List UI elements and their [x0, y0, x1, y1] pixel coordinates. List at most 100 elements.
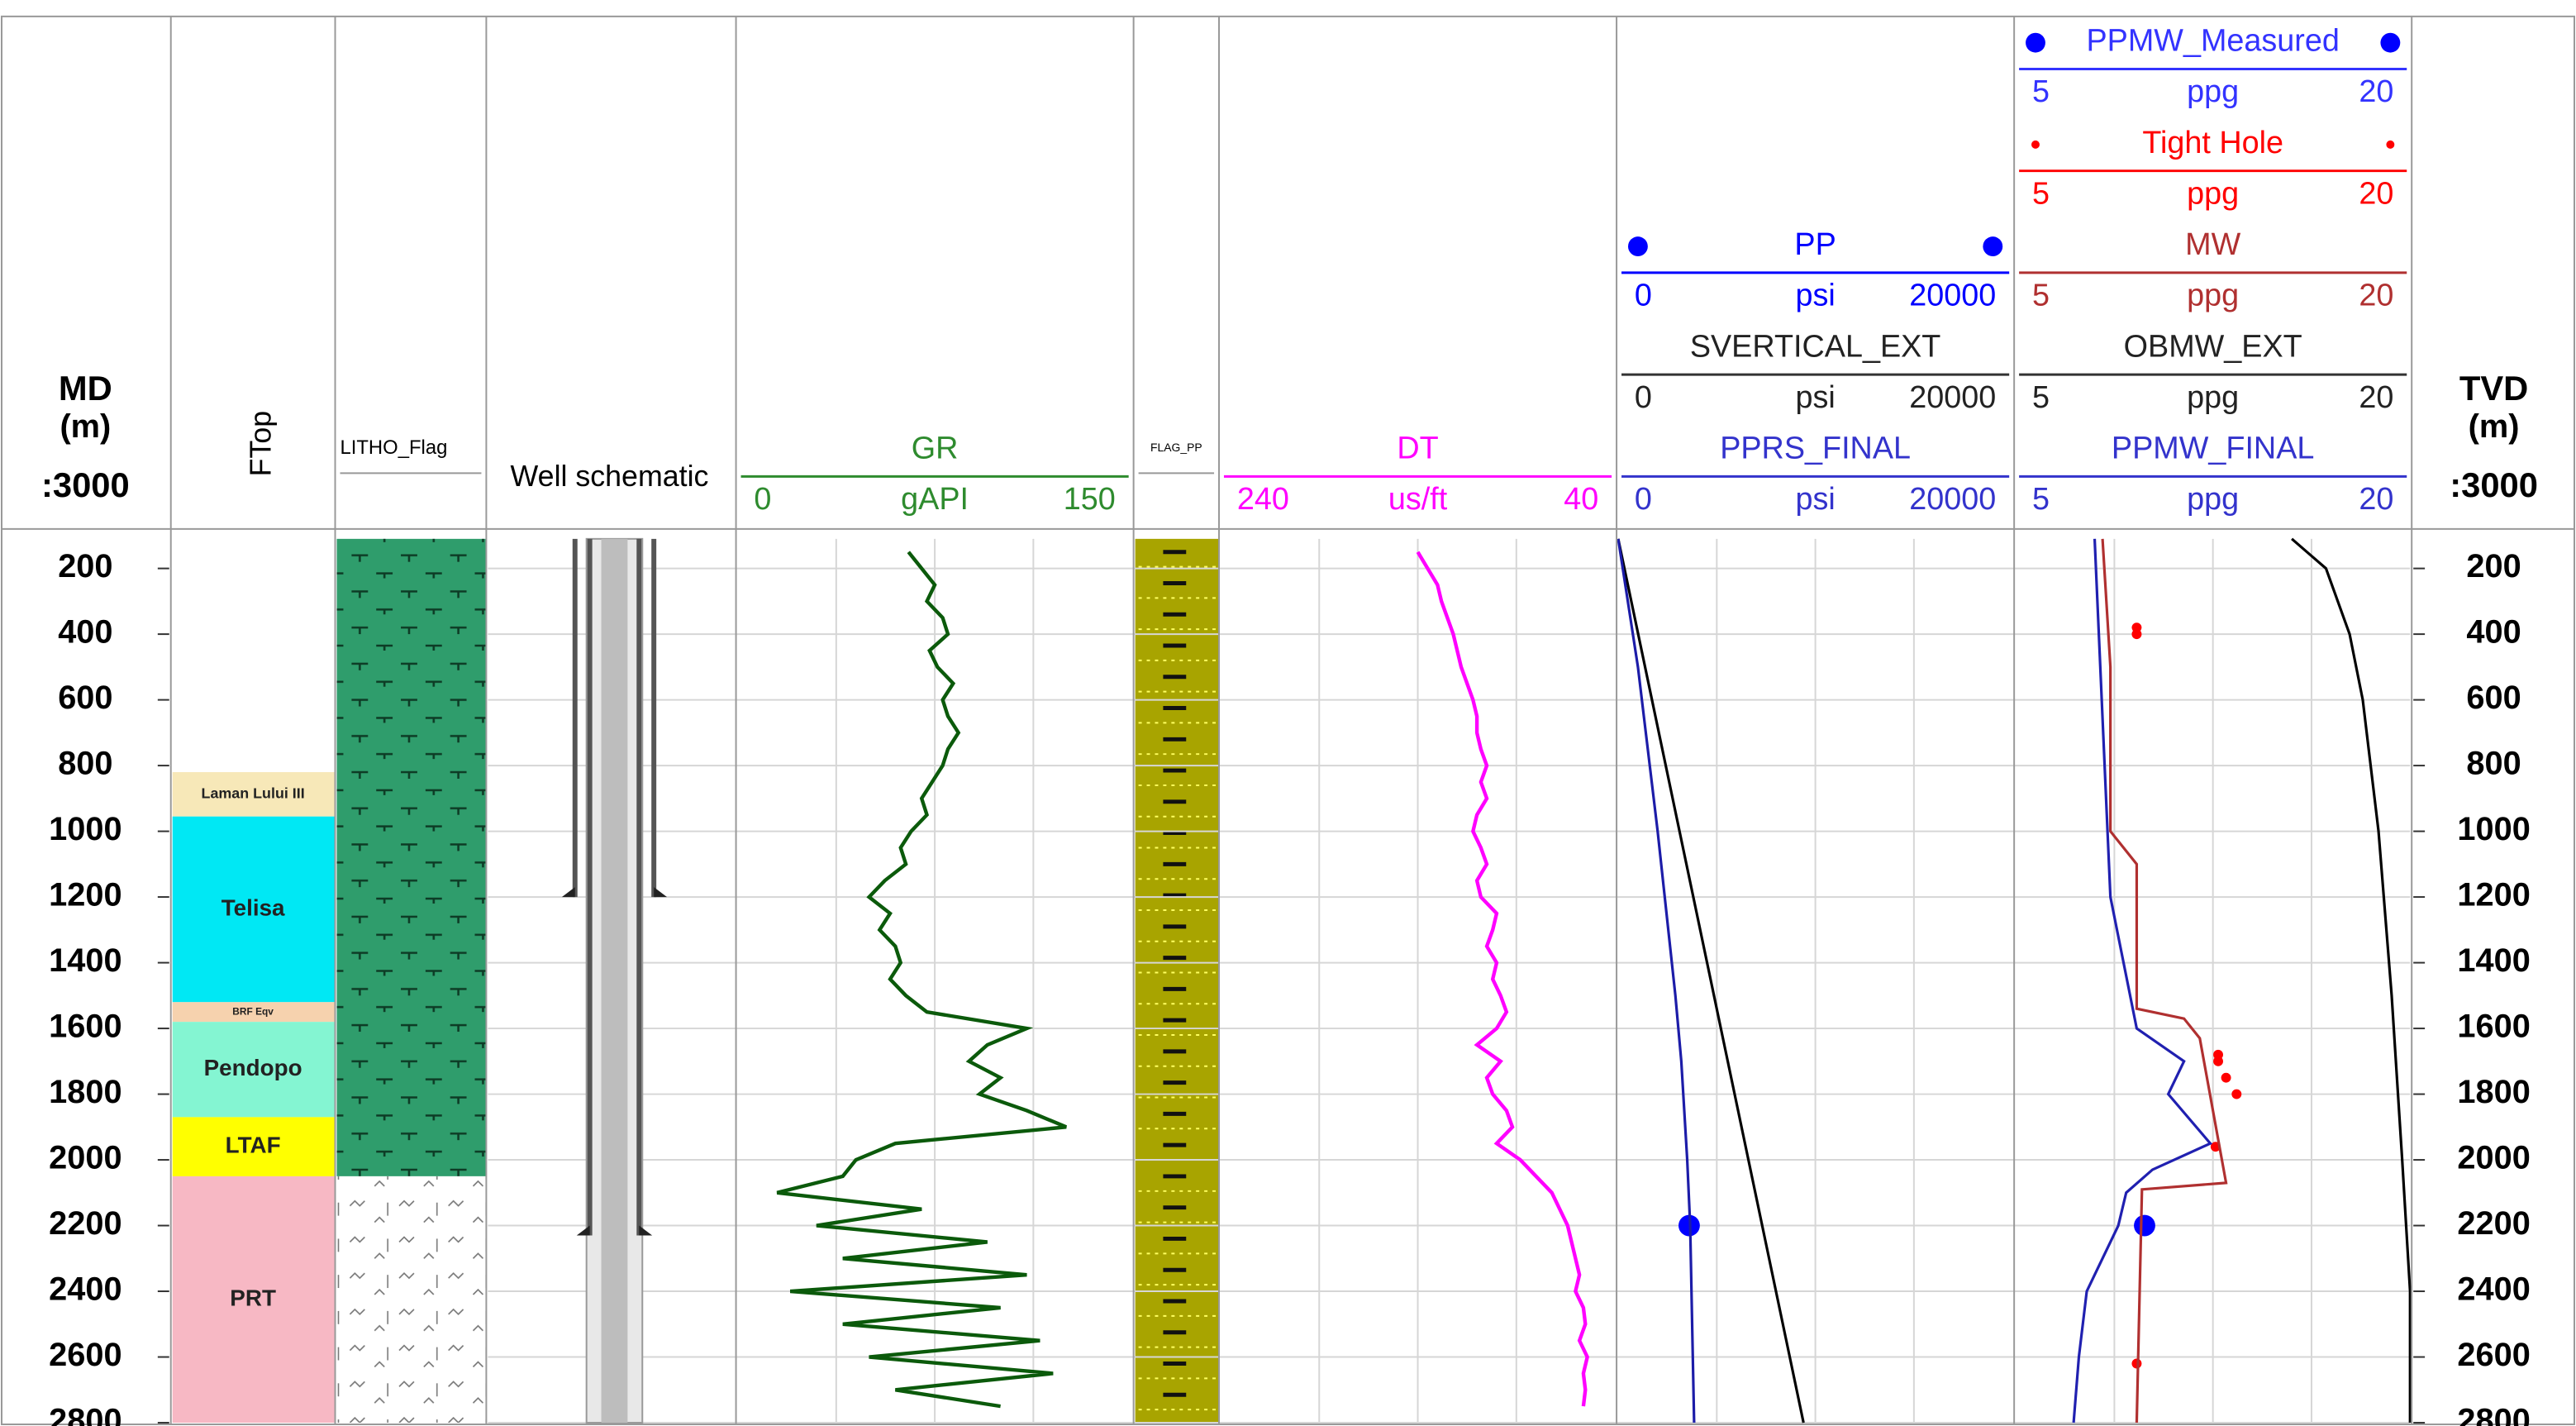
scale-max: 20: [2359, 279, 2393, 313]
formation-label: LTAF: [226, 1133, 281, 1158]
curve-name: PPMW_Measured: [2087, 24, 2340, 59]
scale-unit: ppg: [2187, 176, 2239, 211]
depth-tick-label: 1600: [49, 1009, 121, 1045]
depth-tick-label: 1200: [49, 877, 121, 913]
curve: [1416, 551, 1589, 1407]
litho-pattern: [336, 538, 487, 1176]
tubing-core: [601, 538, 628, 1424]
curve-name: PP: [1794, 227, 1836, 262]
curve: [776, 551, 1067, 1409]
scale-min: 0: [1635, 279, 1652, 313]
scale-max: 20: [2359, 176, 2393, 211]
scale-min: 0: [1635, 380, 1652, 415]
depth-tick-label: 2200: [2457, 1205, 2530, 1242]
depth-tick-label: 2000: [49, 1140, 121, 1176]
scale-min: 5: [2032, 279, 2050, 313]
depth-scale: :3000: [41, 465, 130, 504]
formation-zone: [172, 1117, 336, 1176]
formation-label: Laman Lului III: [202, 785, 305, 802]
depth-tick-label: 1800: [2457, 1074, 2530, 1110]
curve: [1617, 538, 1805, 1424]
curve-name: PPMW_FINAL: [2112, 431, 2314, 465]
curve: [2101, 538, 2228, 1424]
depth-title: TVD: [2459, 369, 2528, 408]
curve-point: [2134, 1214, 2155, 1237]
formation-zone: [172, 816, 336, 1003]
curve-name: DT: [1397, 431, 1438, 465]
scale-min: 5: [2032, 482, 2050, 517]
depth-tick-label: 600: [2466, 680, 2521, 716]
schematic-title: Well schematic: [511, 460, 709, 493]
scale-min: 5: [2032, 176, 2050, 211]
curve-point: [2221, 1072, 2231, 1083]
depth-tick-label: 2000: [2457, 1140, 2530, 1176]
scale-min: 5: [2032, 380, 2050, 415]
flag-title: FLAG_PP: [1150, 441, 1202, 454]
depth-tick-label: 800: [58, 746, 112, 782]
scale-unit: psi: [1795, 279, 1835, 313]
log-panel: Laman Lului III Telisa BRF Eqv Pendopo LTAF P…: [49, 537, 2531, 1426]
depth-tick-label: 2600: [2457, 1337, 2530, 1373]
depth-tick-label: 1000: [2457, 811, 2530, 847]
curve: [2291, 537, 2412, 1424]
scale-unit: psi: [1795, 482, 1835, 517]
curve-name: MW: [2185, 227, 2240, 262]
curve-name: SVERTICAL_EXT: [1690, 329, 1941, 364]
scale-unit: psi: [1795, 380, 1835, 415]
depth-tick-label: 2400: [49, 1271, 121, 1308]
depth-title: MD: [59, 369, 112, 408]
depth-tick-label: 1400: [49, 942, 121, 979]
depth-tick-label: 1800: [49, 1074, 121, 1110]
casing-shoe: [654, 887, 668, 898]
ftop-title: FTop: [245, 411, 278, 477]
formation-zone: [172, 1002, 336, 1023]
header-marker: [2380, 32, 2401, 53]
scale-min: 0: [754, 482, 771, 517]
scale-max: 150: [1064, 482, 1116, 517]
depth-tick-label: 1400: [2457, 942, 2530, 979]
depth-tick-label: 1000: [49, 811, 121, 847]
curve-name: Tight Hole: [2142, 126, 2283, 160]
casing-shoe: [561, 887, 575, 898]
scale-unit: us/ft: [1388, 482, 1448, 517]
depth-unit: (m): [60, 408, 111, 445]
curve-name: OBMW_EXT: [2124, 329, 2302, 364]
scale-max: 20: [2359, 74, 2393, 109]
scale-unit: ppg: [2187, 482, 2239, 517]
scale-max: 20000: [1909, 380, 1996, 415]
scale-max: 20000: [1909, 482, 1996, 517]
casing-shoe: [639, 1225, 653, 1236]
header-marker: [2386, 140, 2395, 149]
header-marker: [1983, 236, 2003, 257]
curve: [2072, 538, 2213, 1424]
curve-point: [2231, 1089, 2242, 1099]
formation-zone: [172, 772, 336, 817]
scale-min: 240: [1237, 482, 1289, 517]
depth-tick-label: 1600: [2457, 1009, 2530, 1045]
formation-zone: [172, 1176, 336, 1424]
litho-pattern: [336, 1176, 487, 1424]
depth-tick-label: 1200: [2457, 877, 2530, 913]
litho-title: LITHO_Flag: [340, 436, 447, 459]
scale-max: 20000: [1909, 279, 1996, 313]
depth-tick-label: 2600: [49, 1337, 121, 1373]
depth-unit: (m): [2469, 408, 2520, 445]
scale-unit: ppg: [2187, 74, 2239, 109]
formation-label: BRF Eqv: [232, 1005, 274, 1017]
flag-track: [1135, 538, 1220, 1424]
frame: [0, 15, 2576, 1426]
scale-max: 40: [1564, 482, 1598, 517]
depth-scale: :3000: [2450, 465, 2538, 504]
formation-label: Pendopo: [204, 1055, 302, 1080]
header-marker: [2026, 32, 2045, 53]
casing-shoe: [576, 1225, 590, 1236]
formation-label: Telisa: [221, 894, 285, 920]
curve-name: PPRS_FINAL: [1720, 431, 1911, 465]
curve-point: [2213, 1056, 2224, 1066]
formation-label: PRT: [230, 1285, 276, 1310]
depth-tick-label: 400: [58, 614, 112, 651]
scale-unit: ppg: [2187, 279, 2239, 313]
scale-min: 5: [2032, 74, 2050, 109]
depth-tick-label: 2400: [2457, 1271, 2530, 1308]
